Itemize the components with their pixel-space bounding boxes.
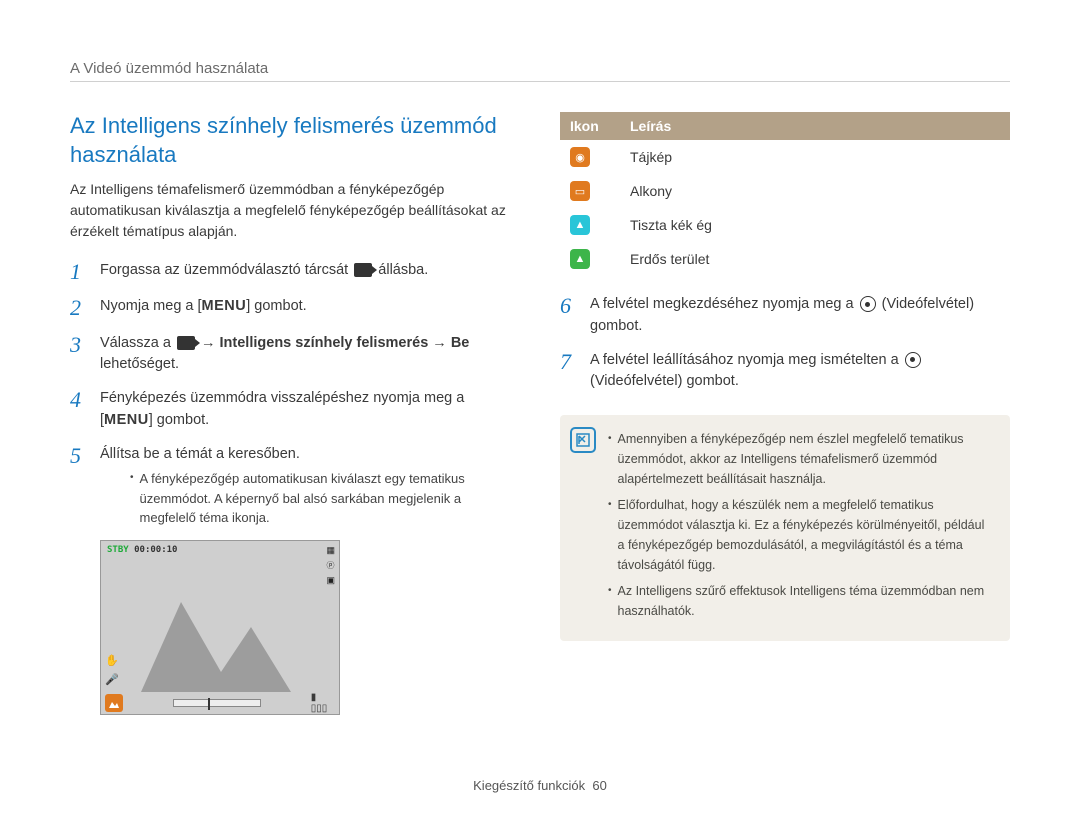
step-text: Forgassa az üzemmódválasztó tárcsát állá… (100, 260, 520, 284)
step-text: Nyomja meg a [MENU] gombot. (100, 296, 520, 320)
table-row: ◉ Tájkép (560, 140, 1010, 174)
battery-icon: ▮ ▯▯▯ (311, 692, 335, 714)
icon-description-table: Ikon Leírás ◉ Tájkép▭ Alkony▲ Tiszta kék… (560, 112, 1010, 276)
scene-label: Erdős terület (620, 242, 1010, 276)
note-icon (570, 427, 596, 453)
step-number: 6 (560, 294, 580, 338)
scene-icon: ▲ (570, 249, 590, 269)
scene-icon: ▭ (570, 181, 590, 201)
step-text: Állítsa be a témát a keresőben. •A fényk… (100, 444, 520, 528)
table-header-desc: Leírás (620, 112, 1010, 140)
breadcrumb: A Videó üzemmód használata (70, 60, 1010, 82)
left-column: Az Intelligens színhely felismerés üzemm… (70, 112, 520, 715)
table-row: ▲ Tiszta kék ég (560, 208, 1010, 242)
mountains-icon (141, 582, 311, 692)
scene-mode-icon (105, 694, 123, 712)
stby-label: STBY (107, 545, 129, 555)
elapsed-time: 00:00:10 (134, 545, 177, 555)
video-settings-icon (177, 336, 195, 350)
step: 2 Nyomja meg a [MENU] gombot. (70, 296, 520, 320)
scene-icon: ◉ (570, 147, 590, 167)
note-item: •Előfordulhat, hogy a készülék nem a meg… (608, 495, 994, 575)
camera-preview: STBY 00:00:10 ▦ⓟ▣ ✋🎤 ▮ ▯▯▯ (100, 540, 340, 715)
table-header-icon: Ikon (560, 112, 620, 140)
step: 6 A felvétel megkezdéséhez nyomja meg a … (560, 294, 1010, 338)
step-number: 3 (70, 333, 90, 377)
note-item: •Amennyiben a fényképezőgép nem észlel m… (608, 429, 994, 489)
table-row: ▭ Alkony (560, 174, 1010, 208)
step-number: 1 (70, 260, 90, 284)
section-title: Az Intelligens színhely felismerés üzemm… (70, 112, 520, 169)
step-text: Válassza a → Intelligens színhely felism… (100, 333, 520, 377)
record-icon (860, 296, 876, 312)
scene-icon: ▲ (570, 215, 590, 235)
step-number: 2 (70, 296, 90, 320)
step-sub-bullet: •A fényképezőgép automatikusan kiválaszt… (130, 469, 520, 528)
step-number: 4 (70, 388, 90, 432)
preview-left-icons: ✋🎤 (105, 654, 119, 686)
video-mode-icon (354, 263, 372, 277)
step: 1 Forgassa az üzemmódválasztó tárcsát ál… (70, 260, 520, 284)
step: 5 Állítsa be a témát a keresőben. •A fén… (70, 444, 520, 528)
intro-text: Az Intelligens témafelismerő üzemmódban … (70, 179, 520, 242)
exposure-slider-icon (173, 699, 261, 707)
scene-label: Tiszta kék ég (620, 208, 1010, 242)
step-number: 5 (70, 444, 90, 528)
step-number: 7 (560, 350, 580, 394)
preview-right-icons: ▦ⓟ▣ (326, 545, 335, 586)
note-box: •Amennyiben a fényképezőgép nem észlel m… (560, 415, 1010, 641)
step: 4 Fényképezés üzemmódra visszalépéshez n… (70, 388, 520, 432)
scene-label: Tájkép (620, 140, 1010, 174)
footer-label: Kiegészítő funkciók (473, 778, 585, 793)
step-text: A felvétel megkezdéséhez nyomja meg a (V… (590, 294, 1010, 338)
note-item: •Az Intelligens szűrő effektusok Intelli… (608, 581, 994, 621)
step: 7 A felvétel leállításához nyomja meg is… (560, 350, 1010, 394)
scene-label: Alkony (620, 174, 1010, 208)
record-icon (905, 352, 921, 368)
footer-page: 60 (592, 778, 606, 793)
step: 3 Válassza a → Intelligens színhely feli… (70, 333, 520, 377)
step-text: Fényképezés üzemmódra visszalépéshez nyo… (100, 388, 520, 432)
table-row: ▲ Erdős terület (560, 242, 1010, 276)
page-footer: Kiegészítő funkciók 60 (0, 778, 1080, 793)
right-column: Ikon Leírás ◉ Tájkép▭ Alkony▲ Tiszta kék… (560, 112, 1010, 715)
step-text: A felvétel leállításához nyomja meg ismé… (590, 350, 1010, 394)
